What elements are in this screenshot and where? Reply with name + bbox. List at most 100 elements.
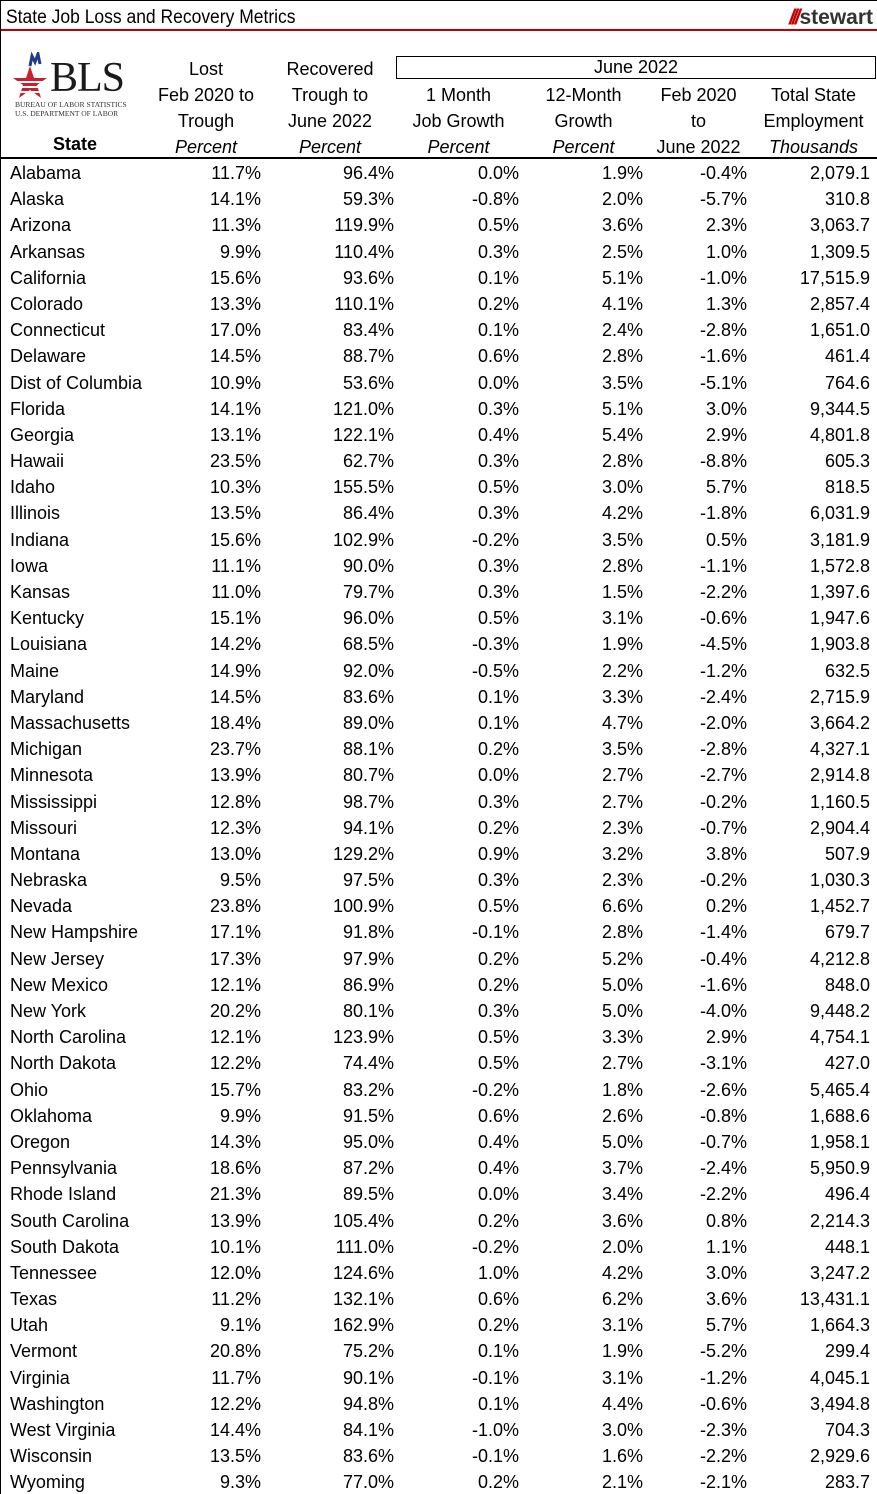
- cell-lost: 20.8%: [209, 1341, 261, 1362]
- cell-twelve-month: 3.7%: [601, 1158, 643, 1179]
- table-row: South Carolina 13.9% 105.4% 0.2% 3.6% 0.8% 2,2…: [1, 1208, 877, 1234]
- header-unit: Percent: [174, 137, 238, 157]
- cell-one-month: -0.1%: [471, 922, 519, 943]
- cell-total-employment: 1,572.8: [809, 555, 870, 576]
- cell-total-employment: 605.3: [824, 451, 870, 472]
- cell-twelve-month: 4.2%: [601, 503, 643, 524]
- cell-recovered: 93.6%: [342, 267, 394, 288]
- header-unit: Percent: [552, 137, 615, 157]
- cell-state: Missouri: [10, 817, 78, 838]
- col-header-1month: 1 Month Job Growth Percent: [406, 82, 511, 160]
- cell-total-employment: 448.1: [824, 1236, 870, 1257]
- cell-feb2020-to-june2022: -0.4%: [699, 163, 747, 183]
- cell-state: Oregon: [10, 1131, 71, 1152]
- cell-one-month: 0.2%: [477, 739, 519, 760]
- cell-feb2020-to-june2022: 2.9%: [705, 1027, 747, 1048]
- table-body: Alabama 11.7% 96.4% 0.0% 1.9% -0.4% 2,079.1 Ala…: [1, 160, 877, 1494]
- cell-total-employment: 283.7: [824, 1472, 870, 1493]
- cell-recovered: 83.6%: [342, 686, 394, 707]
- cell-twelve-month: 2.8%: [601, 922, 643, 943]
- cell-total-employment: 704.3: [824, 1420, 870, 1440]
- cell-state: North Carolina: [10, 1027, 127, 1048]
- header-line: 12-Month: [545, 85, 622, 105]
- col-header-recovered: Recovered Trough to June 2022 Percent: [279, 56, 381, 160]
- header-line: Total State: [770, 85, 857, 105]
- cell-recovered: 90.0%: [342, 555, 394, 576]
- cell-total-employment: 4,801.8: [809, 424, 870, 445]
- header-line: Feb 2020: [660, 85, 737, 105]
- cell-recovered: 86.4%: [342, 503, 394, 524]
- table-row: Maine 14.9% 92.0% -0.5% 2.2% -1.2% 632.5: [1, 658, 877, 684]
- cell-twelve-month: 3.5%: [601, 529, 643, 550]
- table-row: New Hampshire 17.1% 91.8% -0.1% 2.8% -1.4% 679…: [1, 919, 877, 945]
- table-row: Georgia 13.1% 122.1% 0.4% 5.4% 2.9% 4,801.8: [1, 422, 877, 448]
- cell-recovered: 89.5%: [342, 1184, 394, 1205]
- cell-recovered: 123.9%: [332, 1027, 394, 1048]
- cell-recovered: 98.7%: [342, 791, 394, 812]
- cell-one-month: 0.5%: [477, 1027, 519, 1048]
- cell-state: Mississippi: [10, 791, 98, 812]
- cell-recovered: 94.8%: [342, 1393, 394, 1414]
- cell-state: California: [10, 267, 87, 288]
- cell-twelve-month: 2.5%: [601, 241, 643, 262]
- cell-feb2020-to-june2022: -2.8%: [699, 320, 747, 341]
- cell-feb2020-to-june2022: -2.2%: [699, 1184, 747, 1205]
- cell-feb2020-to-june2022: 2.9%: [705, 424, 747, 445]
- cell-state: Alabama: [10, 163, 82, 183]
- table-row: Maryland 14.5% 83.6% 0.1% 3.3% -2.4% 2,715.9: [1, 684, 877, 710]
- cell-feb2020-to-june2022: -8.8%: [699, 451, 747, 472]
- header-line: Trough to: [291, 85, 369, 105]
- cell-recovered: 97.9%: [342, 948, 394, 969]
- cell-recovered: 75.2%: [342, 1341, 394, 1362]
- cell-state: Iowa: [10, 555, 49, 576]
- table-row: California 15.6% 93.6% 0.1% 5.1% -1.0% 17,515.…: [1, 265, 877, 291]
- table-row: Nebraska 9.5% 97.5% 0.3% 2.3% -0.2% 1,030.3: [1, 867, 877, 893]
- stewart-wordmark: stewart: [799, 6, 873, 29]
- col-header-feb2020: Feb 2020 to June 2022: [651, 82, 746, 160]
- cell-twelve-month: 3.1%: [601, 608, 643, 629]
- cell-lost: 23.5%: [209, 451, 261, 472]
- cell-feb2020-to-june2022: 1.0%: [705, 241, 747, 262]
- cell-one-month: -1.0%: [471, 1420, 519, 1440]
- bls-star-icon: [13, 52, 47, 98]
- table-row: Delaware 14.5% 88.7% 0.6% 2.8% -1.6% 461.4: [1, 343, 877, 369]
- cell-one-month: 1.0%: [477, 1262, 519, 1283]
- cell-one-month: -0.2%: [471, 529, 519, 550]
- header-line: Lost: [188, 59, 224, 79]
- cell-total-employment: 9,448.2: [809, 1001, 870, 1021]
- table-row: New Jersey 17.3% 97.9% 0.2% 5.2% -0.4% 4,212.8: [1, 946, 877, 972]
- table-row: Alaska 14.1% 59.3% -0.8% 2.0% -5.7% 310.8: [1, 186, 877, 212]
- table-row: Texas 11.2% 132.1% 0.6% 6.2% 3.6% 13,431.1: [1, 1286, 877, 1312]
- cell-one-month: 0.1%: [477, 267, 519, 288]
- header-line: Recovered: [286, 59, 374, 79]
- header-line: Job Growth: [412, 111, 505, 131]
- cell-state: Massachusetts: [10, 712, 131, 733]
- cell-state: South Dakota: [10, 1236, 120, 1257]
- cell-feb2020-to-june2022: -0.8%: [699, 1105, 747, 1126]
- table-row: Tennessee 12.0% 124.6% 1.0% 4.2% 3.0% 3,247.2: [1, 1260, 877, 1286]
- cell-total-employment: 2,929.6: [809, 1446, 870, 1467]
- cell-twelve-month: 3.1%: [601, 1367, 643, 1388]
- cell-feb2020-to-june2022: 5.7%: [705, 1315, 747, 1336]
- cell-total-employment: 13,431.1: [799, 1289, 870, 1310]
- cell-total-employment: 5,950.9: [809, 1158, 870, 1179]
- cell-feb2020-to-june2022: -1.6%: [699, 974, 747, 995]
- cell-total-employment: 632.5: [824, 660, 870, 681]
- cell-state: Indiana: [10, 529, 70, 550]
- cell-twelve-month: 6.6%: [601, 896, 643, 917]
- table-row: Oklahoma 9.9% 91.5% 0.6% 2.6% -0.8% 1,688.6: [1, 1103, 877, 1129]
- cell-lost: 13.9%: [209, 1210, 261, 1231]
- cell-one-month: 0.3%: [477, 791, 519, 812]
- cell-lost: 14.4%: [209, 1420, 261, 1440]
- cell-lost: 12.1%: [209, 974, 261, 995]
- cell-feb2020-to-june2022: 1.1%: [705, 1236, 747, 1257]
- cell-state: Hawaii: [10, 451, 65, 472]
- cell-twelve-month: 5.0%: [601, 974, 643, 995]
- cell-recovered: 94.1%: [342, 817, 394, 838]
- cell-recovered: 74.4%: [342, 1053, 394, 1074]
- cell-one-month: 0.3%: [477, 555, 519, 576]
- cell-lost: 12.8%: [209, 791, 261, 812]
- cell-lost: 9.9%: [219, 1105, 261, 1126]
- cell-twelve-month: 3.5%: [601, 739, 643, 760]
- cell-feb2020-to-june2022: -0.4%: [699, 948, 747, 969]
